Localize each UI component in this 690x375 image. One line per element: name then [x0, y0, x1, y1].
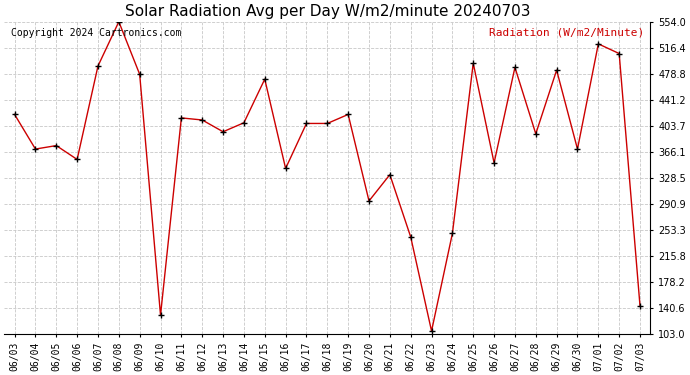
Title: Solar Radiation Avg per Day W/m2/minute 20240703: Solar Radiation Avg per Day W/m2/minute …: [125, 4, 530, 19]
Text: Radiation (W/m2/Minute): Radiation (W/m2/Minute): [489, 28, 644, 38]
Text: Copyright 2024 Cartronics.com: Copyright 2024 Cartronics.com: [10, 28, 181, 38]
